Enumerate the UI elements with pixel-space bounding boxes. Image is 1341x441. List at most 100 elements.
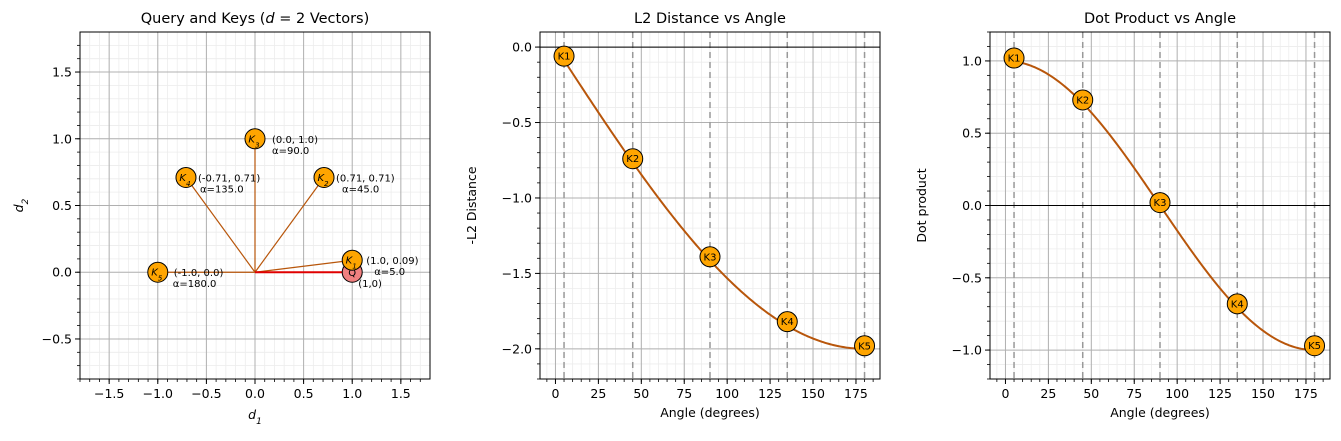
y-tick-label: 0.5 xyxy=(962,126,982,141)
key-angle-label: α=135.0 xyxy=(200,184,244,195)
key-marker-3 xyxy=(244,128,266,150)
x-tick-label: −1.5 xyxy=(94,386,124,401)
x-tick-label: 25 xyxy=(1040,386,1056,401)
key-label-1-sub: 1 xyxy=(352,261,357,270)
title-math: d xyxy=(265,11,275,27)
x-tick-label: 100 xyxy=(1165,386,1189,401)
point-marker-k1 xyxy=(553,45,575,67)
y-tick-label: 1.0 xyxy=(962,53,982,68)
key-label-4-base: K xyxy=(179,173,187,184)
chart-l2-distance: K1 K2 K3 K4 K5 L2 Distance vs Angle Angle (deg… xyxy=(464,11,881,420)
x-tick-label: 175 xyxy=(844,386,868,401)
x-tick-label: 0.5 xyxy=(294,386,314,401)
ticks: 0 25 50 75 100 125 150 175 −1.0 −0.5 0.0 0.5 1.0 xyxy=(952,31,1324,401)
chart-title: L2 Distance vs Angle xyxy=(634,11,786,27)
key-label-4: K4 xyxy=(179,173,191,188)
point-label: K1 xyxy=(1008,54,1021,65)
key-label-4-sub: 4 xyxy=(186,178,191,187)
title-part: Query and Keys ( xyxy=(141,11,266,27)
x-axis-label: d1 xyxy=(248,407,262,427)
query-label: Q xyxy=(348,268,356,279)
key-coord-label: (-0.71, 0.71) xyxy=(198,173,260,184)
y-tick-label: 0.0 xyxy=(52,265,72,280)
y-tick-label: −0.5 xyxy=(952,270,982,285)
key-label-5-sub: 5 xyxy=(158,273,163,282)
axes-frame xyxy=(79,31,431,380)
x-tick-label: 100 xyxy=(715,386,739,401)
point-marker-k4 xyxy=(1226,293,1248,315)
y-tick-label: −0.5 xyxy=(502,115,532,130)
key-marker-4 xyxy=(175,166,197,188)
point-marker-k2 xyxy=(1072,89,1094,111)
point-marker-k4 xyxy=(776,311,798,333)
key-coord-label: (0.71, 0.71) xyxy=(336,173,395,184)
point-marker-k5 xyxy=(1304,335,1326,357)
key-angle-label: α=45.0 xyxy=(342,184,379,195)
point-label: K2 xyxy=(626,154,639,165)
key-label-3: K3 xyxy=(248,134,260,149)
y-tick-label: 1.0 xyxy=(52,131,72,146)
x-axis-label: Angle (degrees) xyxy=(660,405,760,420)
point-label: K2 xyxy=(1076,95,1089,106)
point-label: K4 xyxy=(1231,299,1244,310)
point-label: K3 xyxy=(1154,198,1167,209)
key-label-5: K5 xyxy=(151,268,163,283)
key-coord-label: (0.0, 1.0) xyxy=(272,135,318,146)
chart-dot-product: K1 K2 K3 K4 K5 Dot Product vs Angle Angle (deg… xyxy=(914,11,1331,420)
axes-frame xyxy=(539,31,881,380)
key-marker-1 xyxy=(341,249,363,271)
key-angle-label: α=90.0 xyxy=(272,146,309,157)
point-label: K4 xyxy=(781,317,794,328)
point-label: K5 xyxy=(1308,341,1321,352)
x-tick-label: 75 xyxy=(1126,386,1142,401)
point-marker-k3 xyxy=(699,246,721,268)
x-tick-label: 175 xyxy=(1294,386,1318,401)
y-axis-label-base: d xyxy=(11,204,26,212)
y-axis-label: d2 xyxy=(11,198,31,212)
query-coord-label: (1,0) xyxy=(358,279,382,290)
key-coord-label: (-1.0, 0.0) xyxy=(174,268,224,279)
y-tick-label: 0.0 xyxy=(512,40,532,55)
x-tick-label: 25 xyxy=(590,386,606,401)
key-angle-label: α=180.0 xyxy=(173,279,217,290)
y-tick-label: −1.0 xyxy=(502,190,532,205)
point-marker-k3 xyxy=(1149,192,1171,214)
x-tick-label: 0.0 xyxy=(245,386,265,401)
x-axis-label-sub: 1 xyxy=(256,417,262,427)
x-tick-label: 150 xyxy=(801,386,825,401)
point-label: K5 xyxy=(858,341,871,352)
y-tick-label: 0.5 xyxy=(52,198,72,213)
x-tick-label: 150 xyxy=(1251,386,1275,401)
key-marker-5 xyxy=(147,261,169,283)
key-coord-label: (1.0, 0.09) xyxy=(366,256,418,267)
chart-query-keys: Query and Keys (d = 2 Vectors)d1d2(1.0, … xyxy=(11,11,431,427)
y-tick-label: −1.0 xyxy=(952,343,982,358)
x-tick-label: 1.5 xyxy=(391,386,411,401)
point-marker-k2 xyxy=(622,148,644,170)
x-tick-label: 1.0 xyxy=(342,386,362,401)
x-tick-label: −1.0 xyxy=(143,386,173,401)
ticks: −1.5 −1.0 −0.5 0.0 0.5 1.0 1.5 −0.5 0.0 0.5 1.0 1.5 xyxy=(42,44,421,401)
key-marker-2 xyxy=(313,166,335,188)
point-label: K1 xyxy=(558,52,571,63)
y-tick-label: 0.0 xyxy=(962,198,982,213)
key-vector-1 xyxy=(254,259,353,273)
key-label-1: K1 xyxy=(346,256,357,271)
key-label-2-sub: 2 xyxy=(324,178,329,187)
y-tick-label: −2.0 xyxy=(502,341,532,356)
x-tick-label: 125 xyxy=(758,386,782,401)
key-vector-4 xyxy=(185,177,256,273)
x-tick-label: 0 xyxy=(551,386,559,401)
x-axis-label: Angle (degrees) xyxy=(1110,405,1210,420)
x-tick-label: 0 xyxy=(1001,386,1009,401)
ticks: 0 25 50 75 100 125 150 175 −2.0 −1.5 −1.0 −0.5 0.0 xyxy=(502,40,874,401)
key-angle-label: α=5.0 xyxy=(374,267,405,278)
x-tick-label: −0.5 xyxy=(191,386,221,401)
chart-title: Query and Keys (d = 2 Vectors) xyxy=(141,11,370,27)
y-tick-label: 1.5 xyxy=(52,65,72,80)
y-axis-label: -L2 Distance xyxy=(464,166,479,244)
chart-title: Dot Product vs Angle xyxy=(1084,11,1236,27)
y-axis-label-sub: 2 xyxy=(21,198,31,204)
key-label-5-base: K xyxy=(151,268,159,279)
point-marker-k1 xyxy=(1003,47,1025,69)
